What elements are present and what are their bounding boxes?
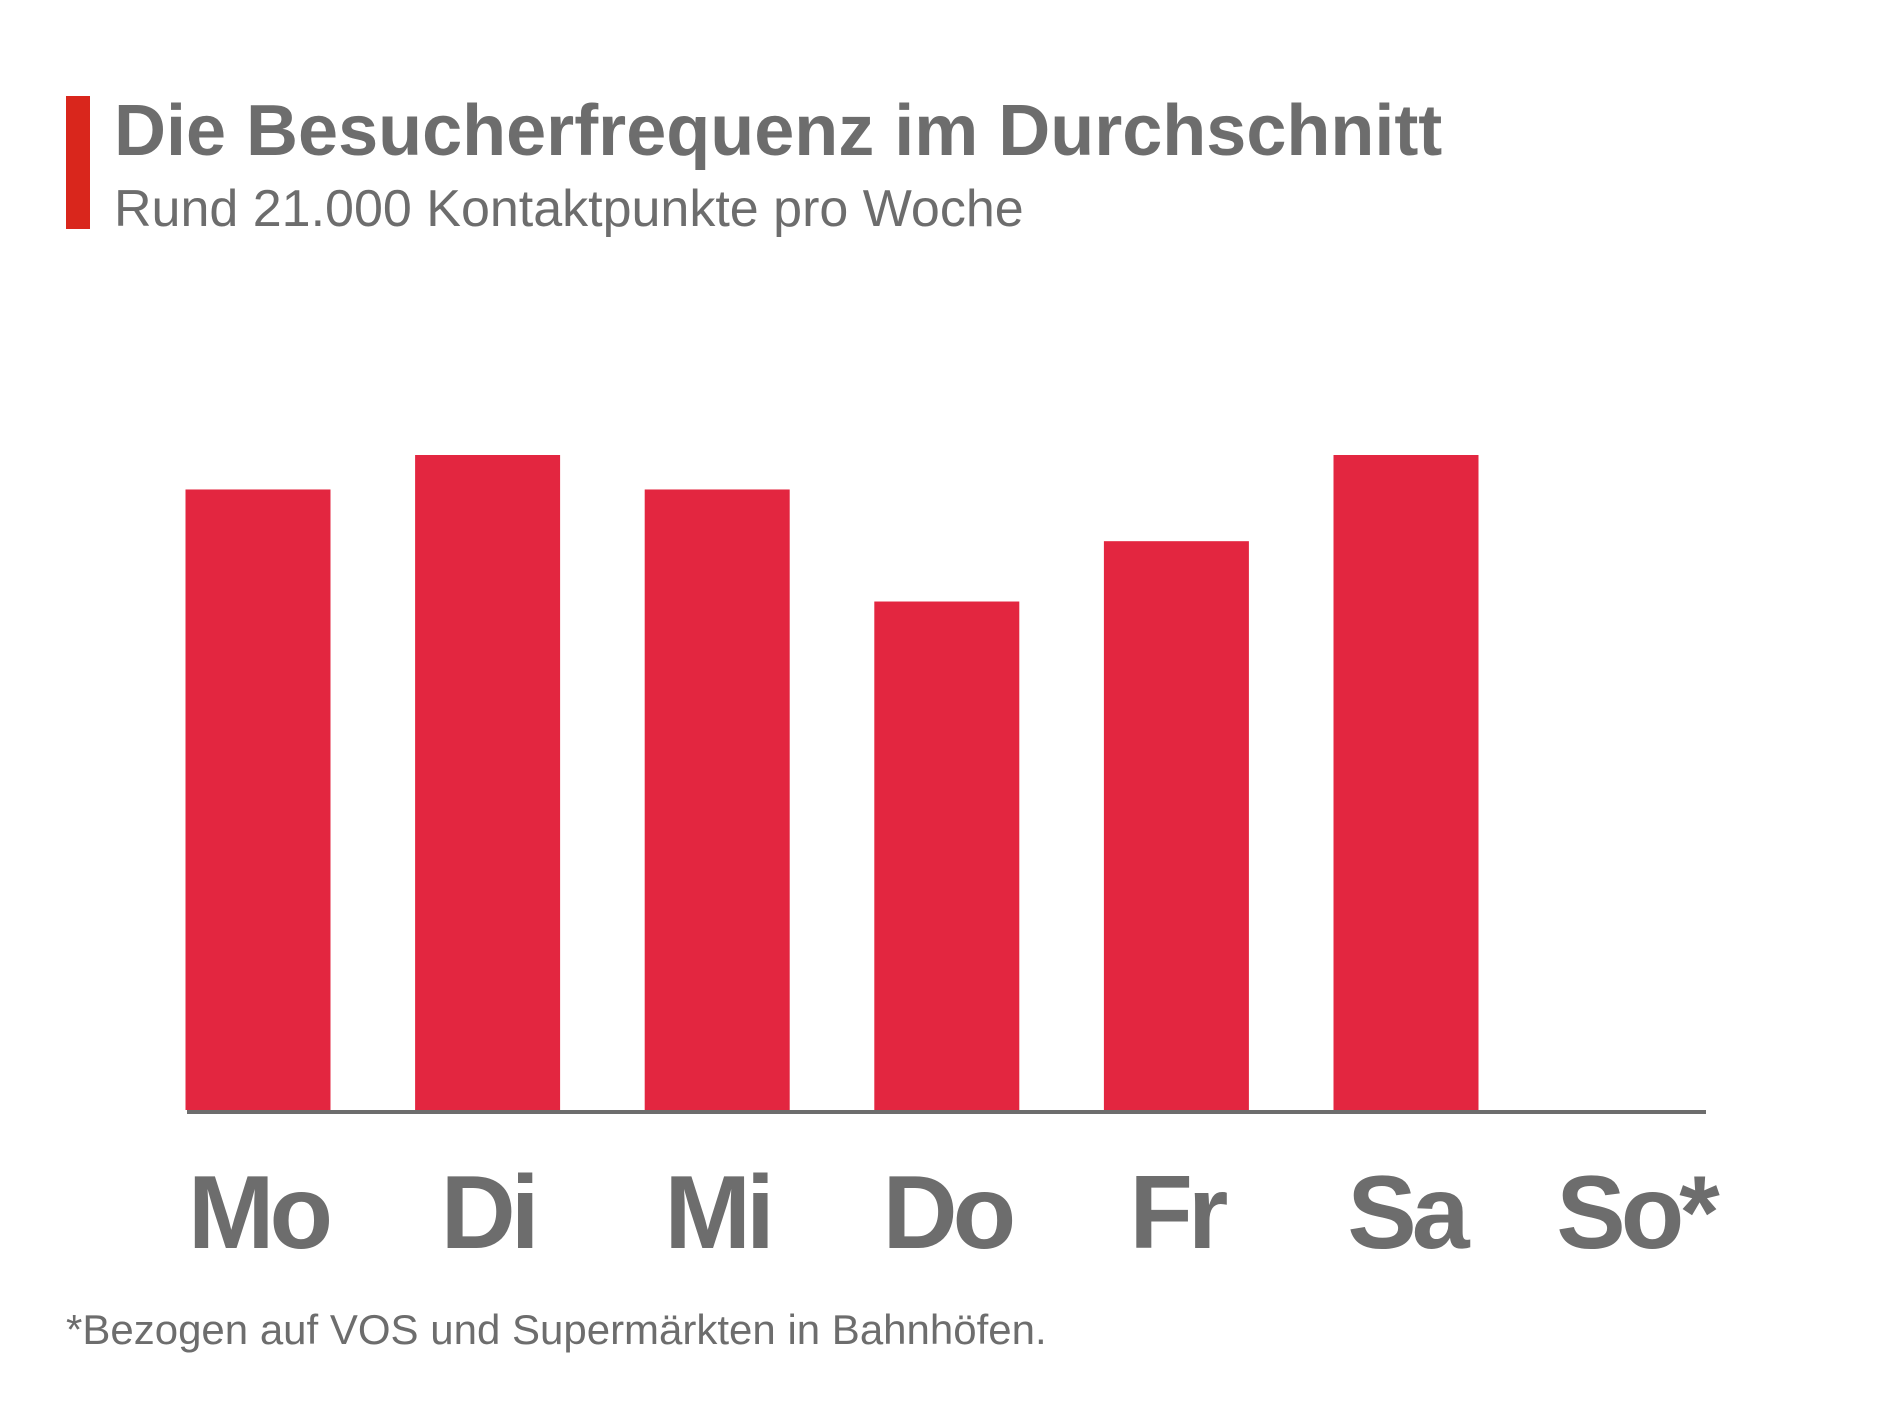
bar	[1103, 541, 1249, 1110]
x-tick-label: Fr	[1129, 1155, 1227, 1271]
bar	[185, 489, 331, 1110]
x-tick-label: Do	[882, 1155, 1012, 1271]
bar	[644, 489, 790, 1110]
chart-title: Die Besucherfrequenz im Durchschnitt	[114, 91, 1442, 171]
x-tick-label: Mi	[664, 1155, 770, 1271]
bar	[1333, 455, 1479, 1110]
x-tick-label: Mo	[188, 1155, 330, 1271]
x-tick-label: Di	[441, 1155, 535, 1271]
title-accent	[66, 96, 90, 229]
chart-subtitle: Rund 21.000 Kontaktpunkte pro Woche	[114, 180, 1024, 238]
bar	[415, 455, 561, 1110]
x-tick-label: Sa	[1347, 1155, 1470, 1271]
footnote: *Bezogen auf VOS und Supermärkten in Bah…	[66, 1306, 1047, 1353]
bar	[874, 601, 1020, 1110]
x-tick-label: So*	[1556, 1155, 1720, 1271]
